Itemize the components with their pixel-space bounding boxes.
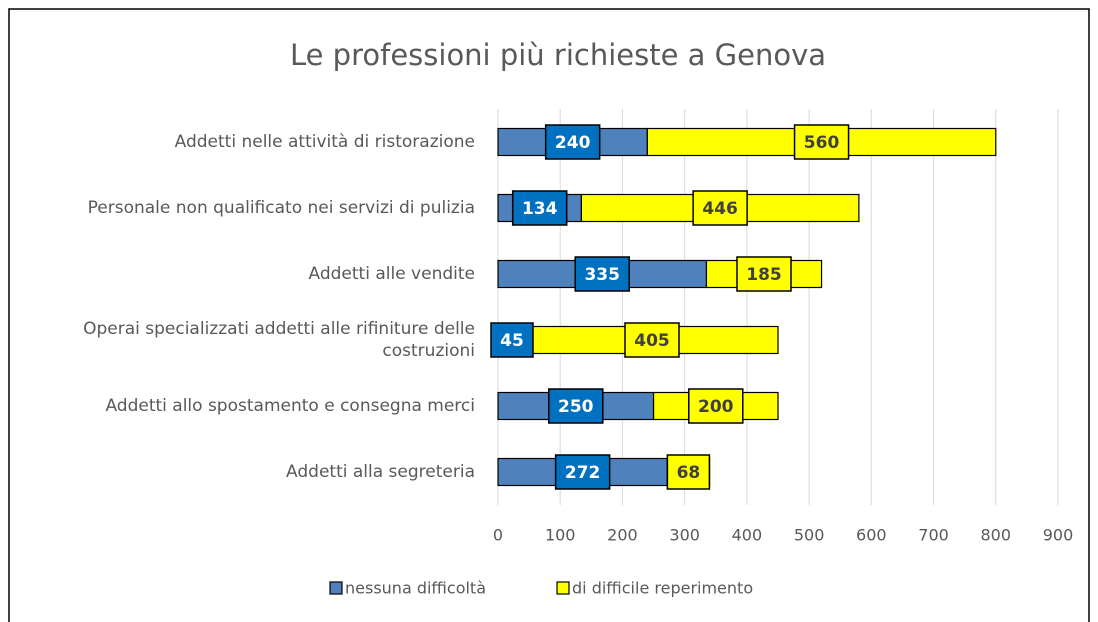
data-label-box <box>574 256 630 292</box>
data-label: 68 <box>677 463 701 483</box>
data-label: 335 <box>584 265 620 285</box>
data-label-box <box>624 322 680 358</box>
x-tick-label: 900 <box>1043 526 1074 545</box>
category-label: Addetti allo spostamento e consegna merc… <box>105 396 475 416</box>
legend-label: nessuna difficoltà <box>345 579 486 598</box>
data-label-box <box>511 190 568 226</box>
data-label-box <box>793 124 850 160</box>
category-label: Addetti alla segreteria <box>286 462 475 482</box>
data-label: 405 <box>634 331 670 351</box>
data-label: 446 <box>702 199 738 219</box>
x-tick-label: 0 <box>493 526 503 545</box>
data-label-box <box>692 190 748 226</box>
data-label: 560 <box>804 133 840 153</box>
data-label: 45 <box>500 331 524 351</box>
legend-swatch <box>329 581 343 595</box>
data-label: 240 <box>555 133 591 153</box>
legend-swatch <box>556 581 570 595</box>
data-label-box <box>548 388 604 424</box>
x-tick-label: 800 <box>981 526 1012 545</box>
x-tick-label: 400 <box>732 526 763 545</box>
data-label-box <box>666 454 711 490</box>
x-tick-label: 500 <box>794 526 825 545</box>
data-label-box <box>490 322 534 358</box>
category-label: Addetti nelle attività di ristorazione <box>174 132 475 152</box>
x-tick-label: 600 <box>856 526 887 545</box>
category-label: Addetti alle vendite <box>308 264 476 284</box>
data-label-box <box>736 256 792 292</box>
data-label: 185 <box>746 265 782 285</box>
data-label: 134 <box>522 199 558 219</box>
x-tick-label: 200 <box>607 526 638 545</box>
data-label: 272 <box>565 463 601 483</box>
chart-frame <box>8 8 1090 622</box>
chart-title: Le professioni più richieste a Genova <box>290 38 826 72</box>
data-label-box <box>688 388 744 424</box>
data-label-box <box>554 454 611 490</box>
legend-label: di difficile reperimento <box>572 579 753 598</box>
data-label: 250 <box>558 397 594 417</box>
x-tick-label: 100 <box>545 526 576 545</box>
data-label-box <box>544 124 601 160</box>
category-label: Operai specializzati addetti alle rifini… <box>83 319 475 361</box>
category-label: Personale non qualificato nei servizi di… <box>87 198 475 218</box>
x-tick-label: 700 <box>918 526 949 545</box>
x-tick-label: 300 <box>669 526 700 545</box>
data-label: 200 <box>698 397 734 417</box>
